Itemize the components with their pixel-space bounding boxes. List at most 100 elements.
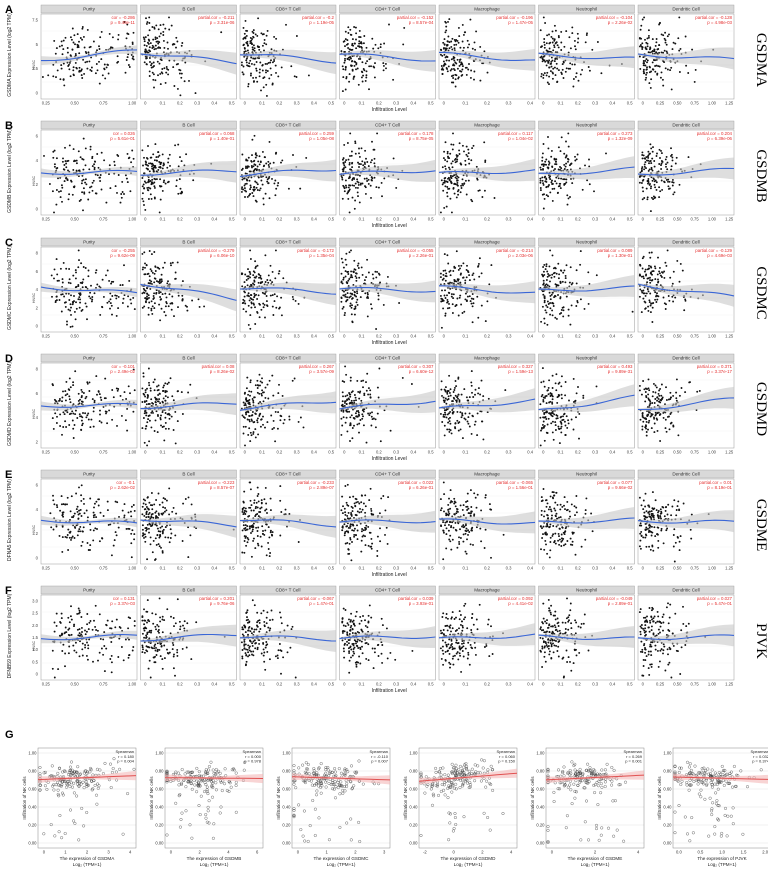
data-point [470,302,473,305]
data-point [552,305,555,307]
data-point [92,406,95,409]
data-point [148,279,151,282]
data-point [563,269,566,272]
data-point [72,412,75,415]
data-point [643,270,646,273]
data-point [356,423,359,426]
data-point [644,59,647,62]
data-point [56,415,58,418]
data-point [343,401,346,404]
data-point [98,420,101,423]
data-point [664,261,667,264]
data-point [86,28,89,31]
data-point [142,372,145,375]
data-point [64,394,67,397]
data-point [51,190,54,193]
data-point [271,281,274,284]
data-point [163,384,165,387]
confidence-band [339,280,436,303]
x-tick-label: 0 [642,334,645,339]
data-point [560,312,563,314]
data-point [600,72,603,75]
data-point [658,400,661,403]
data-point [77,298,80,301]
stat-p-value: p = 1.47e-05 [508,20,533,25]
data-point [88,381,91,384]
data-point [448,59,451,62]
data-point [546,432,549,434]
data-point [368,65,371,68]
data-point [455,280,458,283]
data-point [551,182,554,185]
data-point [265,43,268,46]
data-point [665,163,667,166]
data-point [340,50,343,53]
data-point [116,191,118,194]
data-point [244,273,247,276]
data-point [641,48,644,50]
data-point [581,188,584,191]
data-point [644,161,647,164]
data-point [443,294,446,297]
data-point [461,40,464,43]
data-point [476,178,479,181]
data-point [342,276,345,279]
data-point [382,69,385,72]
data-point [354,199,357,202]
data-point [144,391,147,394]
data-point [676,259,679,262]
data-point [62,390,64,393]
data-point [642,277,645,280]
data-point [245,279,248,281]
data-point [89,297,92,300]
data-point [650,147,653,150]
data-point [345,43,348,46]
data-point [340,433,343,436]
data-point [447,395,450,398]
x-tick-label: 0.4 [610,334,616,339]
data-point [655,301,658,303]
x-tick-label: 0.3 [294,334,300,339]
data-point [252,399,255,402]
data-point [345,300,348,303]
data-point [126,429,129,432]
x-tick-label: 0 [443,334,446,339]
data-point [158,279,161,282]
data-point [358,276,361,279]
data-point [659,190,662,193]
data-point [462,33,465,36]
data-point [651,38,654,41]
data-point [572,78,575,80]
data-point [146,292,148,295]
data-point [378,367,381,370]
data-point [157,168,160,171]
data-point [69,75,72,78]
data-point [87,275,90,278]
data-point [116,424,118,427]
data-point [77,392,80,395]
data-point [674,42,677,45]
data-point [646,37,649,40]
data-point [162,266,165,269]
data-point [243,184,246,187]
data-point [90,284,92,287]
data-point [444,390,447,393]
data-point [554,42,557,45]
data-point [346,292,349,295]
data-point [446,186,449,188]
data-point [244,425,247,428]
fit-line [40,402,138,408]
x-tick-label: 0.5 [229,450,235,455]
data-point [672,394,675,397]
data-point [269,294,272,297]
x-tick-label: 1.00 [128,450,137,455]
data-point [448,179,451,182]
data-point [643,175,646,178]
data-point [560,269,563,272]
data-point [459,63,462,66]
data-point [271,270,274,273]
data-point [155,47,157,50]
data-point [540,427,543,430]
data-point [73,295,75,297]
